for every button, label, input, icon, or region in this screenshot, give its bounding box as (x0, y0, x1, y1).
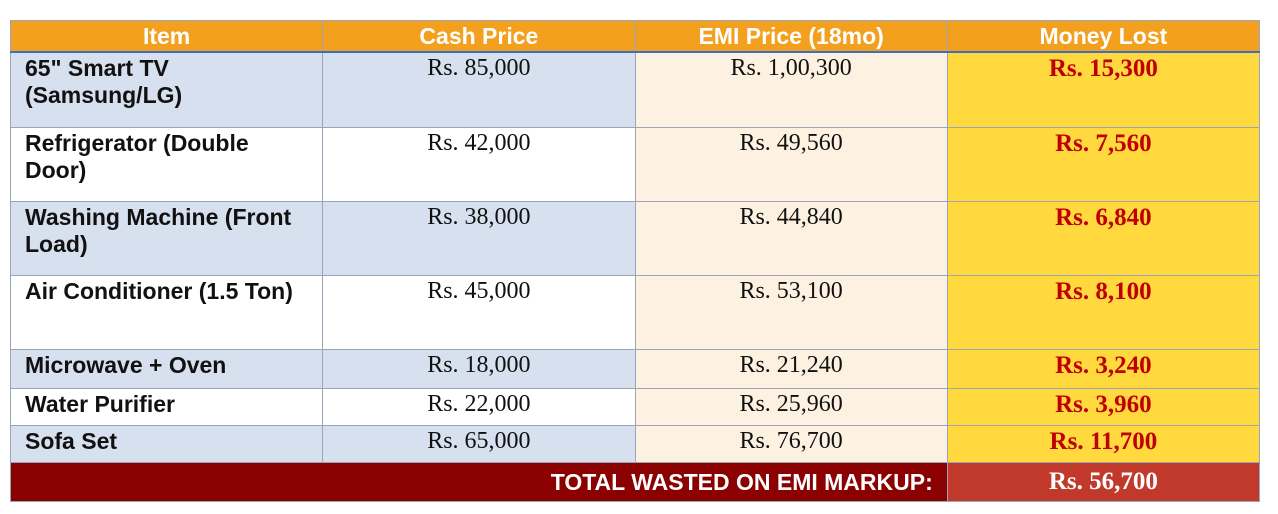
table-cell: Rs. 65,000 (322, 424, 636, 463)
table-cell: Refrigerator (Double Door) (9, 126, 324, 202)
table-cell: Rs. 15,300 (946, 51, 1261, 128)
table-row: Air Conditioner (1.5 Ton) Rs. 45,000 Rs. 5… (9, 274, 1261, 350)
table-row: Microwave + Oven Rs. 18,000 Rs. 21,240 Rs. … (9, 348, 1261, 389)
table-cell: Rs. 44,840 (634, 200, 948, 276)
table-row: 65" Smart TV (Samsung/LG) Rs. 85,000 Rs. 1… (9, 51, 1261, 128)
table-cell: Rs. 3,240 (946, 348, 1261, 389)
header-cell: EMI Price (18mo) (634, 20, 948, 53)
table-body: 65" Smart TV (Samsung/LG) Rs. 85,000 Rs. 1… (9, 51, 1261, 502)
table-cell: Microwave + Oven (9, 348, 324, 389)
table-cell: Sofa Set (9, 424, 324, 463)
table-cell: Rs. 21,240 (634, 348, 948, 389)
table-cell: Rs. 11,700 (946, 424, 1261, 463)
table-cell: Rs. 53,100 (634, 274, 948, 350)
price-table: Item Cash Price EMI Price (18mo) Money Lost… (9, 20, 1261, 502)
total-label: TOTAL WASTED ON EMI MARKUP: (10, 461, 948, 502)
table-cell: Rs. 7,560 (946, 126, 1261, 202)
table-row: Refrigerator (Double Door) Rs. 42,000 Rs. … (9, 126, 1261, 202)
table-cell: Rs. 8,100 (946, 274, 1261, 350)
table-cell: Rs. 25,960 (634, 387, 948, 426)
table-row: Washing Machine (Front Load) Rs. 38,000 Rs… (9, 200, 1261, 276)
table-cell: Rs. 38,000 (322, 200, 636, 276)
table-cell: Rs. 45,000 (322, 274, 636, 350)
table-container: Item Cash Price EMI Price (18mo) Money Lost… (9, 20, 1261, 502)
table-cell: Rs. 22,000 (322, 387, 636, 426)
table-cell: 65" Smart TV (Samsung/LG) (9, 51, 324, 128)
table-cell: Rs. 6,840 (946, 200, 1261, 276)
table-cell: Rs. 76,700 (634, 424, 948, 463)
table-cell: Rs. 18,000 (322, 348, 636, 389)
table-cell: Air Conditioner (1.5 Ton) (9, 274, 324, 350)
header-row: Item Cash Price EMI Price (18mo) Money Lost (9, 20, 1261, 53)
table-cell: Rs. 3,960 (946, 387, 1261, 426)
header-cell: Cash Price (322, 20, 636, 53)
table-cell: Washing Machine (Front Load) (9, 200, 324, 276)
total-row: TOTAL WASTED ON EMI MARKUP: Rs. 56,700 (10, 461, 1261, 502)
total-value: Rs. 56,700 (946, 461, 1261, 502)
table-cell: Water Purifier (9, 387, 324, 426)
header-cell: Item (9, 20, 324, 53)
header-cell: Money Lost (946, 20, 1261, 53)
table-cell: Rs. 1,00,300 (634, 51, 948, 128)
table-cell: Rs. 42,000 (322, 126, 636, 202)
table-cell: Rs. 49,560 (634, 126, 948, 202)
table-cell: Rs. 85,000 (322, 51, 636, 128)
table-row: Water Purifier Rs. 22,000 Rs. 25,960 Rs. 3,… (9, 387, 1261, 426)
table-row: Sofa Set Rs. 65,000 Rs. 76,700 Rs. 11,700 (9, 424, 1261, 463)
